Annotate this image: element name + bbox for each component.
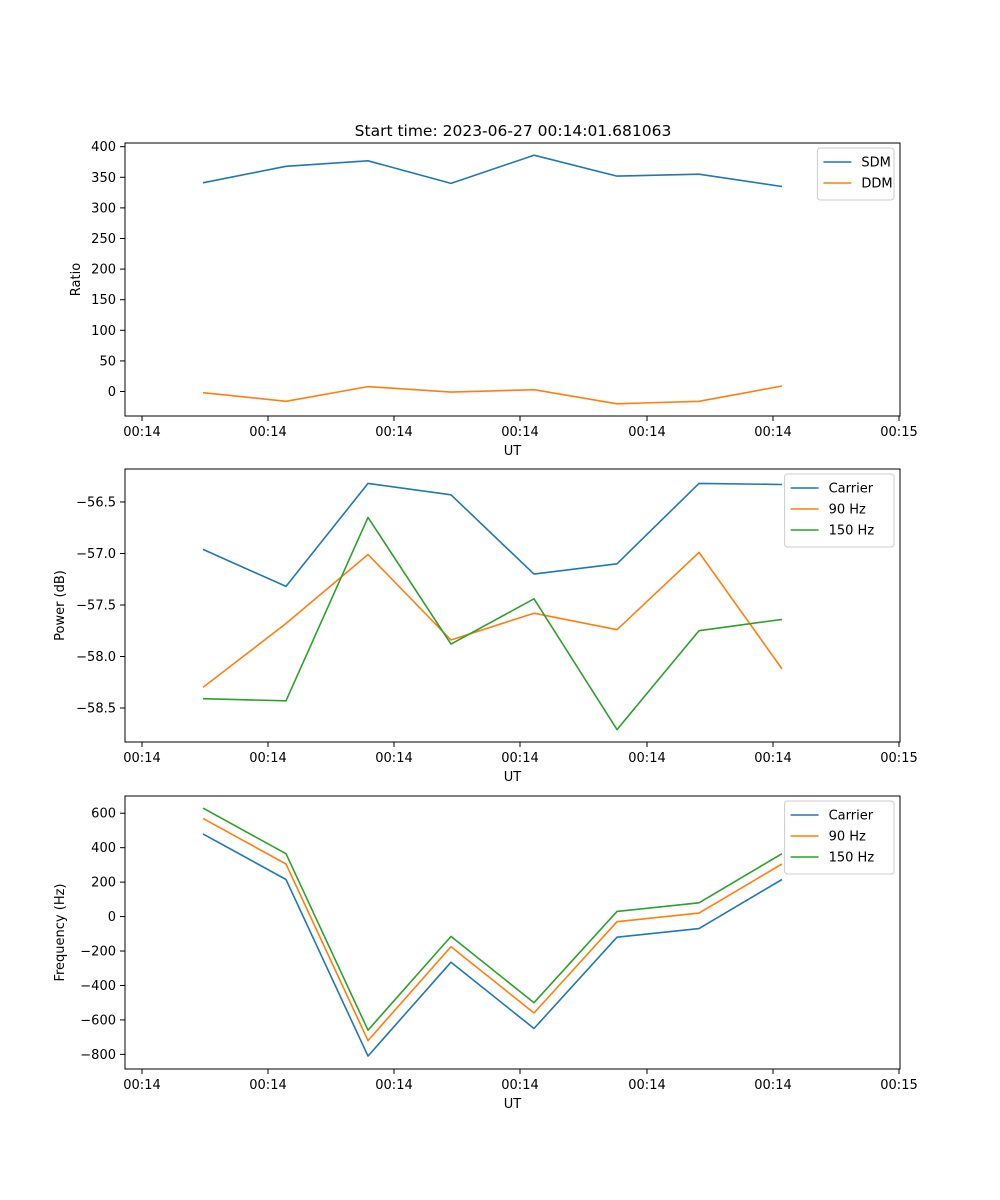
y-tick-label: 200 bbox=[91, 263, 116, 278]
series-line-90-hz bbox=[202, 817, 783, 1042]
y-tick-label: −400 bbox=[80, 979, 116, 994]
series-line-150-hz bbox=[202, 807, 783, 1031]
subplot-1: 00:14 00:14 00:14 00:14 00:14 00:14 00:15 UT 0 50… bbox=[69, 140, 918, 459]
legend-entry: 90 Hz bbox=[829, 830, 866, 845]
legend-box bbox=[816, 147, 895, 201]
series-line-sdm bbox=[202, 154, 783, 188]
y-tick-label: 600 bbox=[91, 807, 116, 822]
x-tick-label: 00:15 bbox=[880, 751, 917, 766]
x-axis-label: UT bbox=[504, 444, 522, 459]
y-tick-label: −600 bbox=[80, 1013, 116, 1028]
figure-title: Start time: 2023-06-27 00:14:01.681063 bbox=[355, 122, 672, 140]
x-tick-label: 00:14 bbox=[754, 425, 791, 440]
legend-entry: 90 Hz bbox=[829, 503, 866, 518]
x-tick-label: 00:14 bbox=[754, 751, 791, 766]
x-tick-label: 00:14 bbox=[375, 751, 412, 766]
series-line-carrier bbox=[202, 833, 783, 1057]
y-tick-label: 50 bbox=[99, 354, 116, 369]
x-tick-label: 00:14 bbox=[501, 1078, 538, 1093]
legend: Carrier 90 Hz 150 Hz bbox=[784, 473, 895, 548]
y-axis-label: Frequency (Hz) bbox=[53, 883, 68, 981]
y-tick-label: 0 bbox=[108, 385, 116, 400]
x-tick-label: 00:14 bbox=[375, 425, 412, 440]
legend-entry: DDM bbox=[861, 177, 892, 192]
x-tick-label: 00:14 bbox=[249, 1078, 286, 1093]
y-tick-label: −56.5 bbox=[76, 495, 116, 510]
x-tick-label: 00:15 bbox=[880, 1078, 917, 1093]
y-tick-label: −57.0 bbox=[76, 547, 116, 562]
y-tick-label: −57.5 bbox=[76, 598, 116, 613]
y-tick-label: 350 bbox=[91, 171, 116, 186]
x-tick-label: 00:14 bbox=[123, 751, 160, 766]
x-tick-label: 00:14 bbox=[754, 1078, 791, 1093]
legend-box bbox=[784, 473, 895, 548]
y-tick-label: 0 bbox=[108, 910, 116, 925]
x-tick-label: 00:14 bbox=[628, 751, 665, 766]
y-axis-label: Ratio bbox=[69, 263, 84, 296]
series-line-90-hz bbox=[202, 551, 783, 689]
subplots: 00:14 00:14 00:14 00:14 00:14 00:14 00:15 UT 0 50… bbox=[53, 140, 918, 1112]
legend-entry: Carrier bbox=[829, 809, 874, 824]
x-tick-label: 00:14 bbox=[628, 1078, 665, 1093]
x-tick-label: 00:15 bbox=[880, 425, 917, 440]
x-tick-label: 00:14 bbox=[375, 1078, 412, 1093]
y-tick-label: −800 bbox=[80, 1048, 116, 1063]
series-line-carrier bbox=[202, 482, 783, 588]
y-tick-label: −58.5 bbox=[76, 702, 116, 717]
legend-box bbox=[784, 800, 895, 875]
legend: SDM DDM bbox=[816, 147, 895, 201]
y-tick-label: −58.0 bbox=[76, 650, 116, 665]
y-tick-label: 250 bbox=[91, 232, 116, 247]
x-tick-label: 00:14 bbox=[249, 425, 286, 440]
legend-entry: 150 Hz bbox=[829, 524, 875, 539]
axes-frame bbox=[124, 795, 901, 1070]
x-axis-label: UT bbox=[504, 770, 522, 785]
y-tick-label: 400 bbox=[91, 841, 116, 856]
legend-entry: 150 Hz bbox=[829, 851, 875, 866]
x-tick-label: 00:14 bbox=[501, 425, 538, 440]
subplot-2: 00:14 00:14 00:14 00:14 00:14 00:14 00:15 UT −58… bbox=[53, 468, 918, 785]
x-tick-label: 00:14 bbox=[123, 1078, 160, 1093]
series-line-ddm bbox=[202, 385, 783, 405]
y-tick-label: 200 bbox=[91, 876, 116, 891]
x-tick-label: 00:14 bbox=[501, 751, 538, 766]
x-tick-label: 00:14 bbox=[628, 425, 665, 440]
y-axis-label: Power (dB) bbox=[53, 570, 68, 641]
x-tick-label: 00:14 bbox=[249, 751, 286, 766]
legend-entry: Carrier bbox=[829, 482, 874, 497]
y-tick-label: −200 bbox=[80, 945, 116, 960]
y-tick-label: 400 bbox=[91, 140, 116, 155]
series-line-150-hz bbox=[202, 516, 783, 731]
x-axis-label: UT bbox=[504, 1097, 522, 1112]
subplot-3: 00:14 00:14 00:14 00:14 00:14 00:14 00:15 UT −80… bbox=[53, 795, 918, 1112]
legend-entry: SDM bbox=[861, 156, 890, 171]
legend: Carrier 90 Hz 150 Hz bbox=[784, 800, 895, 875]
axes-frame bbox=[124, 468, 901, 743]
y-tick-label: 300 bbox=[91, 201, 116, 216]
axes-frame bbox=[124, 142, 901, 417]
x-tick-label: 00:14 bbox=[123, 425, 160, 440]
y-tick-label: 150 bbox=[91, 293, 116, 308]
y-tick-label: 100 bbox=[91, 324, 116, 339]
